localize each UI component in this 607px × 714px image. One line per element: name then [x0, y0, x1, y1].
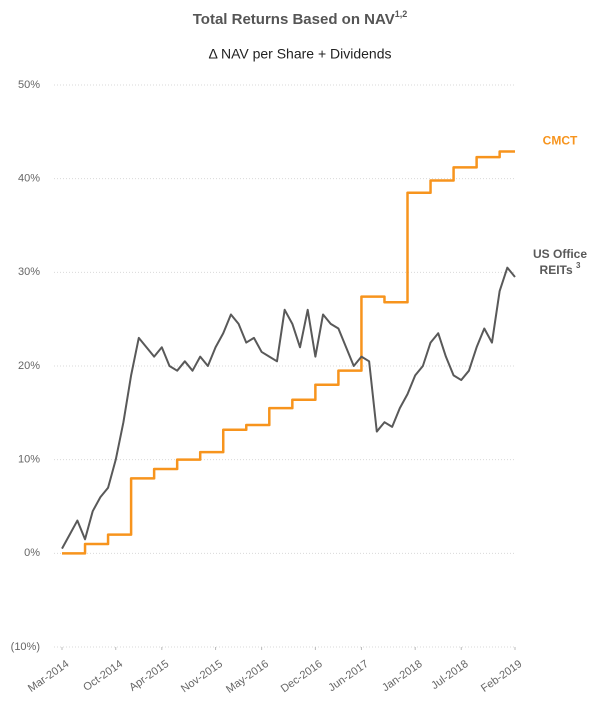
x-tick-label: May-2016 — [224, 658, 271, 696]
x-tick-label: Jun-2017 — [326, 658, 370, 694]
x-tick-label: Dec-2016 — [279, 658, 325, 695]
x-tick-label: Jul-2018 — [429, 658, 470, 692]
y-tick-label: 30% — [18, 266, 40, 278]
series-label-line: REITs — [540, 263, 576, 277]
series-footnote: 3 — [576, 261, 581, 270]
title-superscript: 1,2 — [395, 9, 408, 19]
y-tick-label: (10%) — [11, 641, 40, 653]
series-label: CMCT — [543, 134, 578, 148]
y-tick-label: 50% — [18, 79, 40, 91]
chart-title: Total Returns Based on NAV1,2 — [193, 9, 407, 28]
x-tick-label: Apr-2015 — [127, 658, 171, 694]
y-tick-label: 40% — [18, 173, 40, 185]
chart-subtitle: Δ NAV per Share + Dividends — [208, 46, 391, 62]
series-line — [62, 150, 515, 555]
x-tick-label: Jan-2018 — [380, 658, 424, 694]
y-tick-label: 0% — [24, 547, 40, 559]
x-tick-label: Nov-2015 — [179, 658, 225, 695]
x-tick-label: Feb-2019 — [479, 658, 524, 695]
title-text: Total Returns Based on NAV — [193, 11, 395, 28]
y-tick-label: 10% — [18, 454, 40, 466]
series-line — [61, 266, 516, 550]
series-label-line: US Office — [533, 247, 587, 261]
series-label: US Office REITs 3 — [533, 247, 587, 277]
x-tick-label: Oct-2014 — [81, 658, 125, 694]
y-tick-label: 20% — [18, 360, 40, 372]
x-tick-label: Mar-2014 — [26, 658, 71, 695]
